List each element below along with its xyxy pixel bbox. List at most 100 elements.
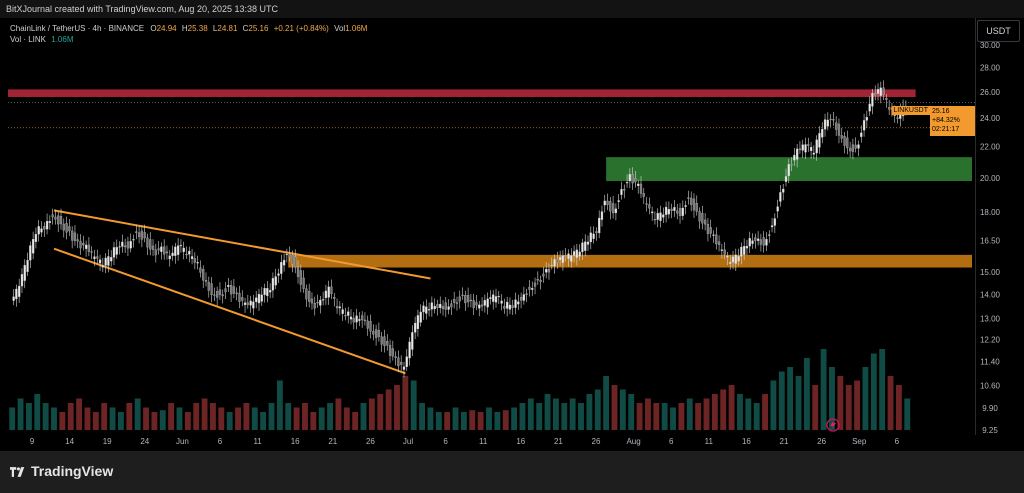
candle [282, 253, 286, 272]
candle-body [112, 247, 116, 258]
volume-bar [628, 394, 635, 430]
candle-body [720, 249, 723, 251]
candle-body [433, 305, 436, 310]
candle-body [280, 262, 283, 274]
candle [790, 157, 793, 172]
candle [23, 259, 26, 289]
candle [422, 301, 425, 320]
candle [355, 308, 358, 330]
volume-bar [486, 407, 492, 430]
candle [76, 233, 79, 249]
candle [821, 122, 824, 144]
candle [556, 251, 559, 269]
chart-area[interactable] [0, 18, 975, 435]
candle-body [54, 216, 57, 220]
candle [865, 110, 868, 128]
candle-body [768, 234, 771, 236]
candle [592, 226, 595, 244]
price-axis-panel[interactable] [975, 18, 1024, 435]
candle [321, 291, 325, 306]
volume-bar [151, 412, 158, 430]
candle-body [779, 192, 782, 202]
candle-body [439, 303, 442, 309]
candle [489, 290, 492, 305]
candle [525, 288, 528, 303]
candle-body [129, 241, 132, 249]
volume-bar [176, 407, 183, 430]
candle [104, 253, 107, 274]
candle [748, 231, 751, 254]
currency-selector[interactable]: USDT [977, 20, 1020, 42]
candle-body [545, 268, 548, 273]
volume-bar [653, 403, 660, 430]
candle [623, 184, 626, 199]
price-chart[interactable]: 30.00 28.00 26.00 24.00 22.00 20.00 18.00 16.50… [0, 0, 1024, 451]
candle-body [414, 322, 417, 333]
candle-body [522, 294, 526, 301]
candle-body [556, 259, 559, 263]
candle [324, 284, 328, 305]
candle-body [65, 223, 68, 233]
y-tick-label: 30.00 [980, 41, 1001, 50]
tradingview-logo[interactable]: TradingView [10, 463, 113, 479]
candle-body [837, 123, 841, 136]
candle [224, 281, 227, 299]
y-tick-label: 12.20 [980, 335, 1001, 344]
candle [285, 248, 288, 263]
candle-body [333, 297, 336, 299]
candle [656, 208, 659, 228]
price-zones [8, 89, 973, 268]
candle [143, 224, 146, 243]
volume-bar [25, 403, 32, 430]
candle [756, 231, 760, 246]
candle-body [617, 200, 620, 202]
candle [849, 141, 852, 158]
candle-body [511, 305, 514, 308]
candle [377, 322, 381, 342]
candle-body [199, 267, 202, 273]
candle-body [846, 137, 849, 149]
candle-body [575, 249, 578, 258]
candle [653, 211, 657, 225]
candle [706, 217, 710, 242]
candle-body [271, 278, 275, 291]
candle-body [559, 257, 562, 261]
candle-body [447, 306, 450, 310]
candle [344, 307, 347, 321]
candle-body [84, 244, 88, 249]
candle-body [405, 356, 408, 367]
flash-icon[interactable] [826, 418, 840, 432]
candle-body [126, 241, 130, 249]
volume-bar [327, 403, 333, 430]
candle [765, 232, 768, 251]
candle [860, 125, 863, 143]
candle [804, 137, 807, 160]
candle [589, 226, 592, 250]
candle [709, 219, 712, 238]
candle [818, 126, 821, 154]
candle [704, 213, 707, 231]
candle-body [874, 92, 877, 96]
candle-body [835, 122, 838, 130]
volume-bar [42, 403, 49, 430]
candle-body [34, 234, 38, 242]
candle-body [823, 119, 827, 130]
candle [227, 277, 230, 293]
volume-bar [502, 410, 509, 430]
candle-body [204, 280, 208, 282]
candle [598, 210, 601, 239]
candle [110, 250, 113, 267]
candle [862, 113, 866, 137]
candle-body [868, 103, 871, 112]
candle-body [12, 296, 15, 301]
volume-bar [352, 412, 359, 430]
candle-body [533, 282, 537, 287]
candle [90, 246, 93, 260]
candle [531, 281, 534, 296]
candle-body [776, 206, 779, 212]
candle [218, 282, 222, 301]
candle [743, 238, 746, 261]
candle-body [349, 316, 353, 320]
trendline [53, 247, 406, 375]
candle-body [692, 198, 696, 211]
